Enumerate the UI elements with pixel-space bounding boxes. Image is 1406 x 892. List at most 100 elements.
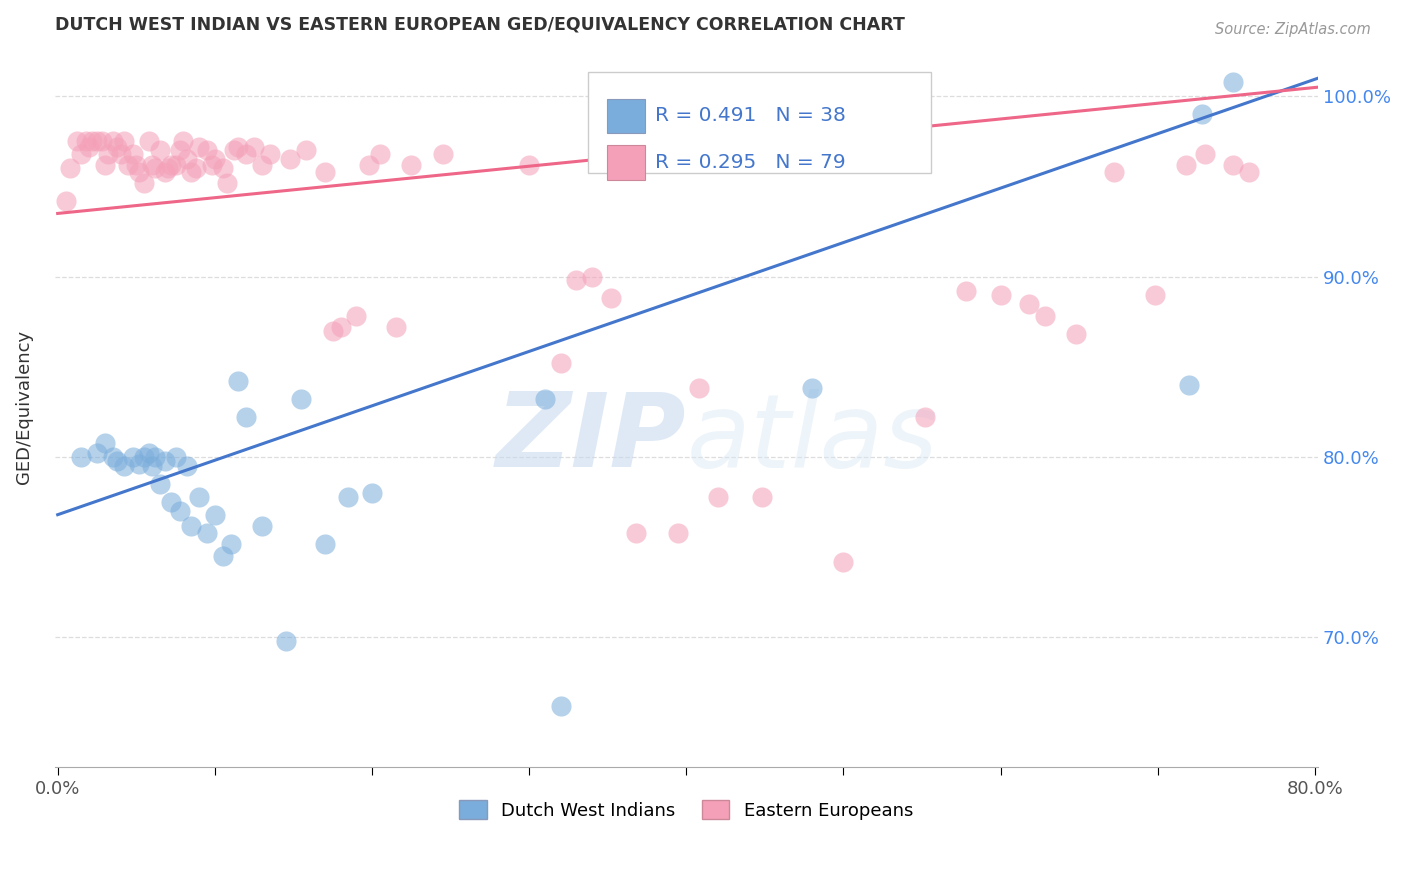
- Point: [70, 147, 93, 161]
- Point: [1033, 310, 1056, 324]
- Point: [517, 158, 540, 172]
- Point: [180, 165, 202, 179]
- Point: [990, 287, 1012, 301]
- Point: [384, 320, 406, 334]
- Point: [217, 176, 239, 190]
- Point: [1102, 165, 1125, 179]
- Point: [195, 143, 218, 157]
- Point: [1191, 107, 1213, 121]
- Point: [751, 490, 773, 504]
- Point: [128, 457, 150, 471]
- Point: [122, 450, 145, 464]
- Point: [235, 410, 257, 425]
- Point: [314, 165, 336, 179]
- Point: [401, 158, 423, 172]
- Text: R = 0.491   N = 38: R = 0.491 N = 38: [655, 106, 845, 126]
- Point: [295, 143, 318, 157]
- Point: [149, 477, 172, 491]
- Point: [176, 458, 198, 473]
- Point: [1237, 165, 1260, 179]
- Point: [143, 450, 166, 464]
- Point: [337, 490, 360, 504]
- Point: [550, 356, 572, 370]
- Point: [1222, 158, 1244, 172]
- Point: [101, 450, 124, 464]
- Point: [86, 446, 108, 460]
- Point: [1222, 75, 1244, 89]
- Point: [90, 134, 112, 148]
- Point: [550, 698, 572, 713]
- Point: [565, 273, 588, 287]
- Point: [176, 153, 198, 167]
- Point: [165, 450, 187, 464]
- Point: [138, 134, 160, 148]
- Point: [59, 161, 82, 176]
- Point: [122, 147, 145, 161]
- Point: [322, 324, 344, 338]
- Point: [259, 147, 281, 161]
- Point: [86, 134, 108, 148]
- Point: [534, 392, 557, 407]
- Point: [172, 134, 194, 148]
- Point: [1175, 158, 1198, 172]
- Point: [1018, 296, 1040, 310]
- Point: [195, 525, 218, 540]
- Point: [228, 374, 250, 388]
- Point: [314, 536, 336, 550]
- FancyBboxPatch shape: [588, 72, 931, 173]
- Point: [65, 134, 87, 148]
- Point: [222, 143, 245, 157]
- Point: [105, 453, 128, 467]
- Y-axis label: GED/Equivalency: GED/Equivalency: [15, 329, 32, 483]
- Point: [368, 147, 391, 161]
- Point: [361, 486, 384, 500]
- Point: [914, 410, 936, 425]
- Text: R = 0.295   N = 79: R = 0.295 N = 79: [655, 153, 845, 172]
- Point: [143, 161, 166, 176]
- Bar: [607, 145, 644, 180]
- Point: [204, 153, 226, 167]
- Point: [132, 176, 155, 190]
- Point: [97, 147, 120, 161]
- Point: [153, 453, 176, 467]
- Point: [75, 134, 97, 148]
- Point: [101, 134, 124, 148]
- Point: [1194, 147, 1216, 161]
- Point: [211, 549, 233, 564]
- Point: [1178, 377, 1201, 392]
- Point: [243, 139, 266, 153]
- Point: [1064, 327, 1087, 342]
- Point: [110, 147, 132, 161]
- Point: [160, 495, 183, 509]
- Point: [204, 508, 226, 522]
- Point: [188, 139, 211, 153]
- Point: [832, 555, 855, 569]
- Point: [290, 392, 312, 407]
- Point: [117, 158, 139, 172]
- Point: [94, 158, 117, 172]
- Point: [599, 291, 621, 305]
- Point: [156, 161, 179, 176]
- Point: [77, 139, 100, 153]
- Point: [128, 165, 150, 179]
- Point: [132, 450, 155, 464]
- Point: [105, 139, 128, 153]
- Point: [188, 490, 211, 504]
- Point: [184, 161, 207, 176]
- Point: [801, 381, 824, 395]
- Text: DUTCH WEST INDIAN VS EASTERN EUROPEAN GED/EQUIVALENCY CORRELATION CHART: DUTCH WEST INDIAN VS EASTERN EUROPEAN GE…: [55, 15, 904, 33]
- Point: [141, 158, 163, 172]
- Point: [432, 147, 454, 161]
- Point: [125, 158, 148, 172]
- Point: [149, 143, 172, 157]
- Point: [201, 158, 224, 172]
- Point: [70, 450, 93, 464]
- Point: [955, 284, 977, 298]
- Point: [55, 194, 77, 208]
- Point: [228, 139, 250, 153]
- Point: [153, 165, 176, 179]
- Point: [211, 161, 233, 176]
- Point: [688, 381, 710, 395]
- Point: [357, 158, 380, 172]
- Point: [624, 525, 647, 540]
